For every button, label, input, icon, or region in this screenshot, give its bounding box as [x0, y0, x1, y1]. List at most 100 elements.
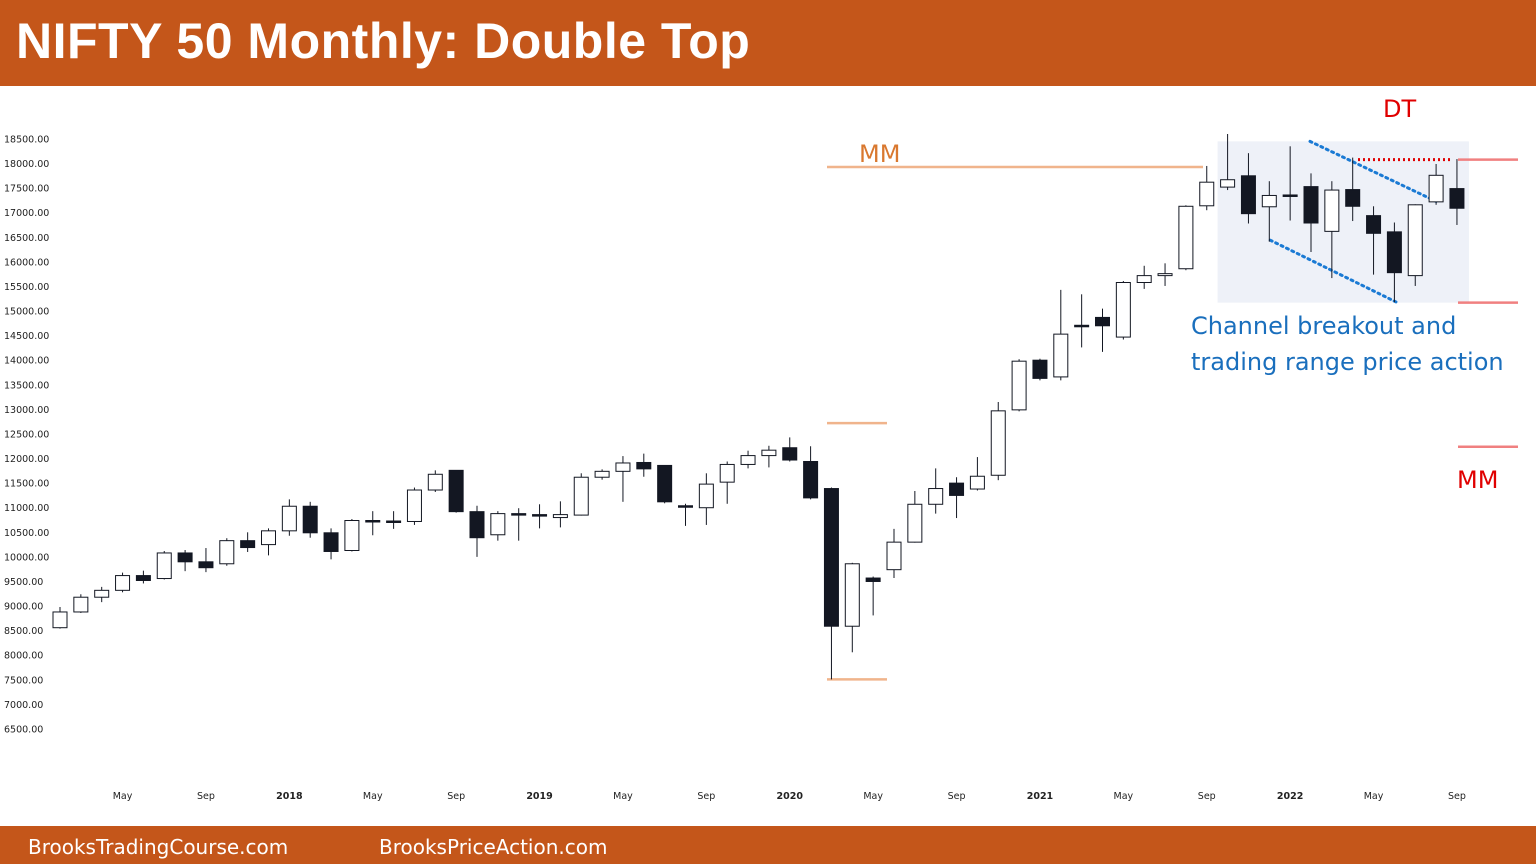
candle [219, 538, 235, 566]
bear-candle-body [1282, 194, 1298, 197]
y-tick-label: 10000.00 [4, 552, 49, 563]
candle [1220, 133, 1236, 191]
x-tick-label: May [363, 791, 383, 802]
bull-candle-body [990, 410, 1006, 476]
bull-candle-body [1407, 204, 1423, 277]
bear-candle-body [323, 532, 339, 552]
bear-candle-body [1303, 186, 1319, 224]
bull-candle-body [886, 541, 902, 571]
bear-candle-body [1345, 189, 1361, 207]
y-tick-label: 9000.00 [4, 602, 43, 613]
candle [823, 487, 839, 680]
x-tick-label: May [613, 791, 633, 802]
bull-candle-body [761, 449, 777, 457]
candle [865, 576, 881, 616]
dt-label: DT [1383, 95, 1416, 123]
annotations: MM DT Channel breakout and trading range pr… [859, 95, 1504, 494]
range-box-layer [1217, 141, 1469, 303]
candle [678, 503, 693, 526]
annotation-line-1: Channel breakout and [1191, 312, 1456, 340]
candle [281, 499, 297, 536]
bear-candle-body [803, 460, 819, 499]
bull-candle-body [406, 489, 422, 522]
y-tick-label: 15000.00 [4, 307, 49, 318]
bull-candle-body [1157, 273, 1173, 277]
bear-candle-body [1032, 359, 1048, 379]
candle [365, 511, 381, 536]
candle [448, 469, 464, 513]
candle [1282, 146, 1298, 221]
y-tick-label: 10500.00 [4, 528, 49, 539]
candle [240, 532, 256, 552]
candle [427, 470, 443, 492]
bear-candle-body [865, 577, 881, 582]
x-tick-label: Sep [1198, 791, 1216, 802]
y-tick-label: 9500.00 [4, 577, 43, 588]
candle [1115, 281, 1131, 340]
bear-candle-body [469, 511, 485, 539]
footer-left-link[interactable]: BrooksTradingCourse.com [28, 835, 289, 859]
bear-candle-body [678, 505, 693, 508]
candle [198, 548, 214, 573]
y-tick-label: 14000.00 [4, 356, 49, 367]
bull-candle-body [94, 589, 110, 598]
candle [1366, 206, 1382, 275]
y-tick-label: 12500.00 [4, 429, 49, 440]
annotation-line-2: trading range price action [1191, 348, 1504, 376]
y-tick-label: 8000.00 [4, 651, 43, 662]
bull-candle-body [907, 503, 923, 543]
x-tick-label: 2021 [1027, 791, 1053, 802]
candle [1449, 159, 1465, 225]
bear-candle-body [302, 505, 318, 534]
mm-top-label: MM [859, 140, 900, 168]
bull-candle-body [73, 596, 89, 613]
candle [636, 453, 652, 477]
y-tick-label: 11500.00 [4, 479, 49, 490]
bear-candle-body [386, 520, 402, 523]
x-tick-label: May [863, 791, 883, 802]
trading-range-box [1217, 141, 1469, 303]
bear-candle-body [240, 540, 256, 549]
candle [1303, 173, 1319, 253]
candle [323, 528, 339, 560]
footer-bar [0, 826, 1536, 864]
bull-candle-body [573, 476, 589, 516]
candle [928, 468, 944, 514]
y-tick-label: 18000.00 [4, 159, 49, 170]
bull-candle-body [1053, 333, 1069, 378]
x-tick-label: 2022 [1277, 791, 1303, 802]
bear-candle-body [1449, 188, 1465, 209]
y-tick-label: 17500.00 [4, 184, 49, 195]
candle [52, 607, 68, 629]
bear-candle-body [198, 561, 214, 569]
footer-right-link[interactable]: BrooksPriceAction.com [379, 835, 608, 859]
bear-candle-body [1386, 231, 1402, 274]
bear-candle-body [823, 488, 839, 627]
bear-candle-body [782, 447, 798, 461]
candle [698, 473, 714, 525]
candle [73, 594, 89, 613]
bear-candle-body [1074, 324, 1090, 328]
candle [552, 501, 568, 528]
candle [406, 487, 422, 525]
channel-upper-line [1308, 139, 1438, 203]
candle [1324, 181, 1340, 279]
bull-candle-body [490, 513, 506, 536]
bull-candle-body [52, 611, 68, 629]
candle [1386, 222, 1402, 303]
mm-bottom-label: MM [1457, 466, 1498, 494]
candle [719, 461, 735, 504]
candle [386, 511, 402, 529]
x-tick-label: Sep [1448, 791, 1466, 802]
candle [490, 511, 506, 541]
x-tick-label: Sep [697, 791, 715, 802]
candle [1428, 163, 1444, 205]
bear-candle-body [365, 520, 381, 523]
candle [511, 508, 527, 541]
candle [344, 519, 360, 552]
bull-candle-body [1011, 360, 1027, 411]
candle [1345, 157, 1361, 222]
bull-candle-body [427, 473, 443, 491]
y-tick-label: 14500.00 [4, 331, 49, 342]
bull-candle-body [928, 488, 944, 505]
